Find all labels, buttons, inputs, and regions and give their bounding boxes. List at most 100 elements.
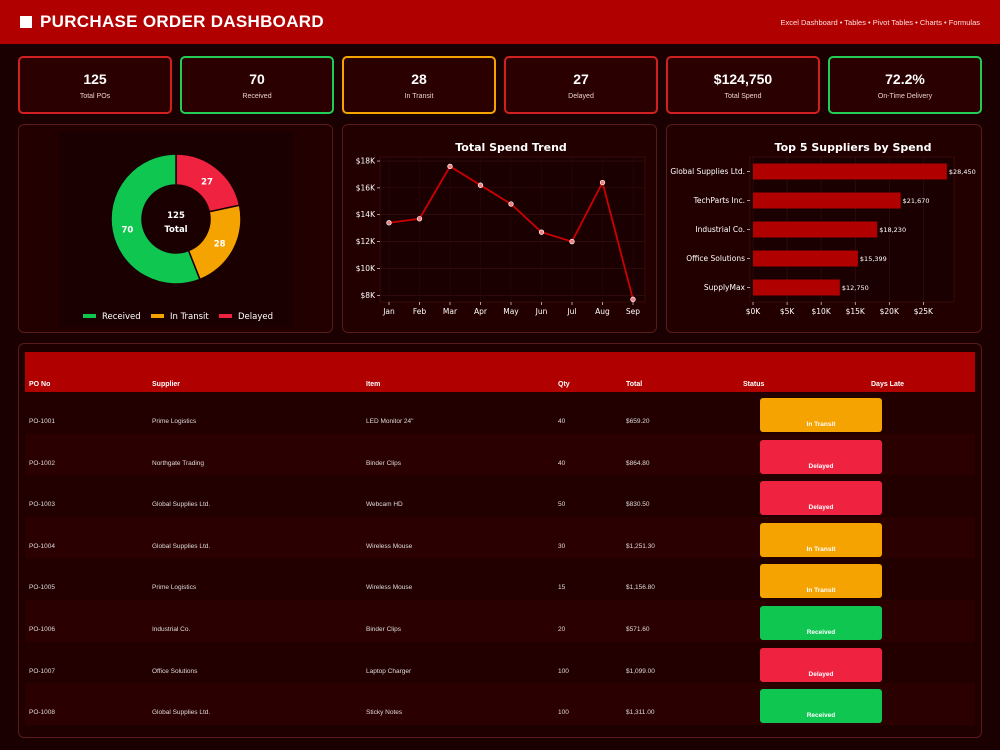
donut-center-label: Total — [164, 225, 187, 235]
status-badge: Delayed — [760, 647, 882, 682]
cell-item: Sticky Notes — [366, 709, 403, 717]
spend-point — [599, 179, 606, 186]
cell-po-no: PO-1004 — [29, 542, 56, 550]
y-tick-label: $16K — [356, 183, 376, 192]
cell-supplier: Office Solutions — [152, 667, 198, 675]
spend-point — [386, 220, 392, 226]
supplier-value-label: $12,750 — [842, 284, 869, 292]
cell-item: Wireless Mouse — [366, 584, 413, 592]
table-row[interactable]: PO-1004 Global Supplies Ltd. Wireless Mous… — [25, 516, 975, 559]
table-row[interactable]: PO-1003 Global Supplies Ltd. Webcam HD 50 $8… — [25, 475, 975, 518]
column-header-po-no: PO No — [29, 381, 51, 388]
supplier-label: Industrial Co. — [695, 225, 745, 234]
column-header-days-late: Days Late — [871, 381, 905, 388]
cell-supplier: Global Supplies Ltd. — [152, 501, 211, 509]
status-badge: In Transit — [760, 522, 882, 557]
status-donut-chart: 27 28 70 125 Total Received In Transit Delayed — [59, 131, 293, 327]
x-tick-label: Jul — [566, 307, 576, 316]
kpi-value: 72.2% — [885, 70, 925, 87]
spend-trend-panel: Total Spend Trend $8K $10K $12K $14K $16K $18K… — [342, 124, 657, 333]
x-tick-label: Jan — [382, 307, 395, 316]
legend-label-delayed: Delayed — [238, 312, 273, 322]
supplier-label: SupplyMax — [704, 283, 746, 292]
supplier-label: Office Solutions — [686, 254, 745, 263]
spend-point — [447, 163, 453, 170]
cell-qty: 40 — [558, 459, 566, 467]
header-bar: PURCHASE ORDER DASHBOARD Excel Dashboard… — [0, 0, 1000, 44]
table-row[interactable]: PO-1005 Prime Logistics Wireless Mouse 15 $1… — [25, 558, 975, 601]
cell-total: $1,156.80 — [626, 584, 655, 592]
donut-slice-label: 70 — [121, 225, 133, 235]
legend-swatch-received — [83, 314, 96, 318]
spend-point — [477, 182, 484, 188]
cell-qty: 100 — [558, 667, 569, 675]
kpi-value: 70 — [249, 70, 265, 87]
supplier-value-label: $18,230 — [879, 226, 906, 234]
cell-total: $1,311.00 — [626, 709, 655, 717]
x-tick-label: May — [503, 307, 519, 316]
column-header-item: Item — [366, 381, 381, 388]
spend-point — [508, 201, 514, 207]
cell-qty: 50 — [558, 501, 566, 509]
x-tick-label: Mar — [443, 307, 458, 316]
cell-supplier: Global Supplies Ltd. — [152, 709, 211, 717]
cell-item: Wireless Mouse — [366, 542, 413, 550]
supplier-bar — [753, 250, 858, 267]
cell-total: $571.60 — [626, 626, 650, 633]
supplier-value-label: $28,450 — [949, 168, 976, 176]
status-badge: In Transit — [760, 398, 882, 432]
status-badge: Delayed — [760, 481, 882, 516]
x-tick-label: $0K — [746, 307, 762, 316]
column-header-total: Total — [626, 381, 643, 388]
top-suppliers-chart: Top 5 Suppliers by Spend $0K $5K $10K $15K $2… — [670, 141, 976, 316]
page-title: PURCHASE ORDER DASHBOARD — [40, 12, 324, 31]
kpi-total-pos: 125 Total POs — [18, 56, 172, 114]
y-tick-label: $12K — [356, 237, 376, 246]
table-row[interactable]: PO-1006 Industrial Co. Binder Clips 20 $571.… — [25, 600, 975, 642]
supplier-value-label: $21,670 — [903, 197, 930, 205]
table-row[interactable]: PO-1007 Office Solutions Laptop Charger 100… — [25, 641, 975, 684]
cell-po-no: PO-1008 — [29, 709, 56, 717]
status-badge: Received — [760, 606, 882, 640]
kpi-value: $124,750 — [713, 70, 773, 87]
x-tick-label: Feb — [413, 307, 427, 316]
status-badge: In Transit — [760, 564, 882, 599]
cell-qty: 20 — [558, 626, 566, 633]
spend-trend-chart: Total Spend Trend $8K $10K $12K $14K $16K $18K… — [356, 141, 646, 316]
kpi-total-spend: $124,750 Total Spend — [666, 56, 820, 114]
cell-qty: 40 — [558, 418, 566, 425]
cell-po-no: PO-1001 — [29, 418, 56, 425]
cell-total: $1,251.30 — [626, 542, 655, 550]
cell-total: $1,099.00 — [626, 667, 655, 675]
kpi-value: 125 — [83, 70, 107, 87]
cell-qty: 30 — [558, 542, 566, 550]
donut-center-value: 125 — [167, 211, 185, 221]
cell-total: $864.80 — [626, 459, 650, 467]
cell-qty: 100 — [558, 709, 569, 717]
spend-point — [416, 216, 423, 222]
legend-label-received: Received — [102, 312, 141, 322]
kpi-delayed: 27 Delayed — [504, 56, 658, 114]
cell-item: Webcam HD — [366, 501, 403, 509]
x-tick-label: $15K — [846, 307, 866, 316]
table-row[interactable]: PO-1001 Prime Logistics LED Monitor 24" 40 $… — [25, 392, 975, 434]
x-tick-label: Sep — [626, 307, 640, 316]
title-wrap: PURCHASE ORDER DASHBOARD — [20, 12, 324, 32]
table-row[interactable]: PO-1008 Global Supplies Ltd. Sticky Notes 1… — [25, 683, 975, 726]
table-header: PO No Supplier Item Qty Total Status Day… — [25, 352, 975, 392]
cell-supplier: Prime Logistics — [152, 584, 197, 592]
cell-supplier: Global Supplies Ltd. — [152, 542, 211, 550]
table-row[interactable]: PO-1002 Northgate Trading Binder Clips 40 $8… — [25, 433, 975, 476]
spend-point — [538, 229, 545, 235]
cell-item: Laptop Charger — [366, 667, 412, 675]
kpi-received: 70 Received — [180, 56, 334, 114]
cell-supplier: Northgate Trading — [152, 459, 205, 467]
cell-po-no: PO-1005 — [29, 584, 56, 592]
kpi-on-time-delivery: 72.2% On-Time Delivery — [828, 56, 982, 114]
header-subtitle: Excel Dashboard • Tables • Pivot Tables … — [780, 17, 980, 27]
kpi-label: In Transit — [404, 92, 434, 100]
supplier-bar — [753, 163, 947, 180]
x-tick-label: $5K — [780, 307, 796, 316]
supplier-label: Global Supplies Ltd. — [670, 167, 745, 176]
cell-item: Binder Clips — [366, 459, 402, 467]
